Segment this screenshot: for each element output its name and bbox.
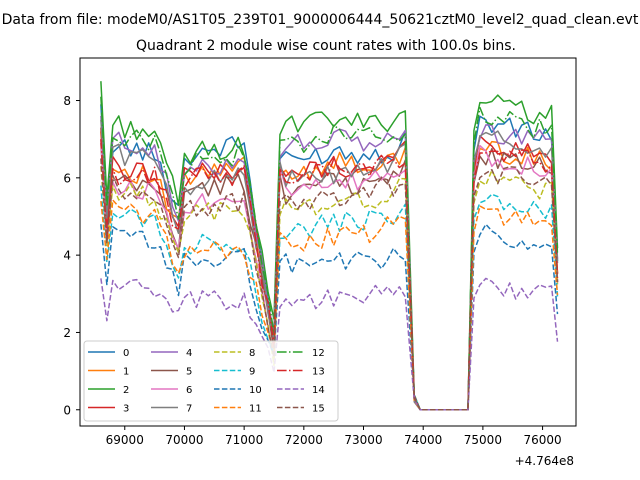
legend-label-14: 14 [312,385,325,396]
figure-suptitle: Data from file: modeM0/AS1T05_239T01_900… [2,12,639,28]
legend-label-7: 7 [186,404,192,415]
x-tick-label: 76000 [523,433,561,447]
series-line-8 [100,166,559,411]
x-offset-label: +4.764e8 [515,454,574,468]
axes-layer: 69000 70000 71000 72000 73000 74000 75000 76000… [63,94,561,447]
plot-frame [79,57,577,427]
legend-label-8: 8 [249,348,255,359]
series-layer [100,81,559,411]
legend-label-10: 10 [249,385,262,396]
x-tick-label: 72000 [285,433,323,447]
series-line-11 [100,199,559,411]
legend-label-11: 11 [249,404,262,415]
y-tick-label: 6 [63,171,71,185]
x-tick-label: 69000 [106,433,144,447]
x-tick-label: 74000 [404,433,442,447]
legend-label-5: 5 [186,367,192,378]
series-line-4 [100,115,559,411]
legend-label-12: 12 [312,348,325,359]
x-tick-label: 70000 [165,433,203,447]
legend-label-2: 2 [123,385,129,396]
x-tick-label: 71000 [225,433,263,447]
legend-label-0: 0 [123,348,129,359]
series-line-9 [100,185,559,411]
legend-label-1: 1 [123,367,129,378]
legend-label-13: 13 [312,367,325,378]
legend-frame [83,340,339,422]
series-line-2 [100,81,559,411]
legend-label-4: 4 [186,348,192,359]
legend-label-15: 15 [312,404,325,415]
x-tick-label: 75000 [464,433,502,447]
legend-label-3: 3 [123,404,129,415]
y-tick-label: 4 [63,249,71,263]
series-line-13 [100,139,559,411]
chart-title: Quadrant 2 module wise count rates with … [136,38,516,54]
series-line-6 [100,139,559,411]
y-tick-label: 0 [63,403,71,417]
legend-label-6: 6 [186,385,192,396]
series-line-15 [100,158,559,411]
legend-label-9: 9 [249,367,255,378]
y-tick-label: 2 [63,326,71,340]
series-line-0 [100,104,559,411]
y-tick-label: 8 [63,94,71,108]
series-line-14 [100,277,559,411]
x-tick-label: 73000 [344,433,382,447]
series-line-12 [100,96,559,411]
series-line-10 [100,223,559,411]
